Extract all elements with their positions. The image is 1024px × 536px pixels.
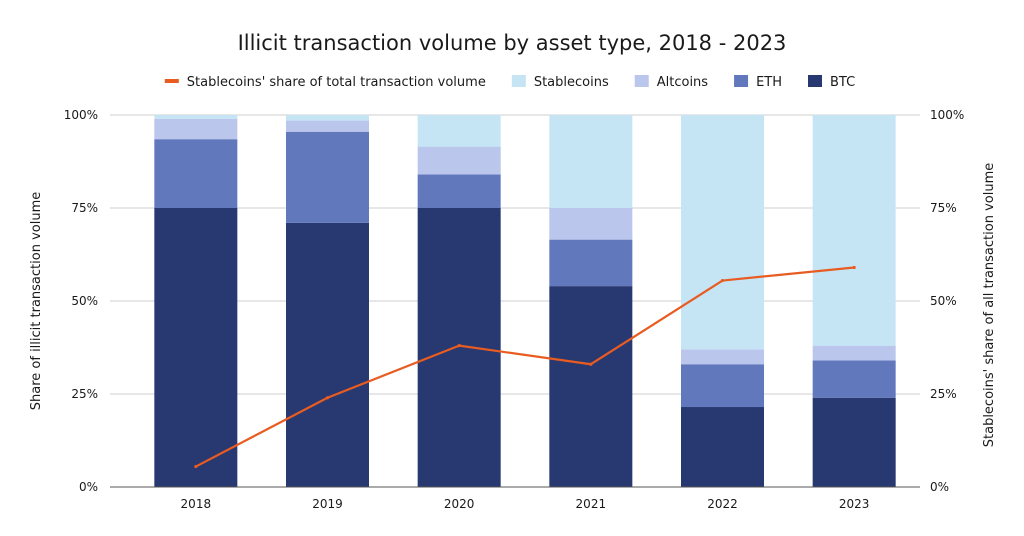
bar-altcoins-2020 <box>417 146 501 175</box>
bar-altcoins-2021 <box>549 208 633 240</box>
y-tick-label-left: 25% <box>71 387 98 401</box>
x-tick-label: 2019 <box>312 497 343 511</box>
bar-btc-2020 <box>417 208 501 487</box>
bar-eth-2018 <box>154 139 238 208</box>
x-tick-label: 2022 <box>707 497 738 511</box>
y-tick-label-left: 50% <box>71 294 98 308</box>
legend-swatch-btc <box>808 75 823 87</box>
legend-swatch-eth <box>734 75 749 87</box>
bar-stablecoins-2022 <box>681 115 764 350</box>
bar-btc-2019 <box>286 222 369 487</box>
line-point-2023 <box>852 265 856 270</box>
bar-eth-2021 <box>549 239 633 287</box>
legend-label-btc: BTC <box>830 75 855 90</box>
line-point-2020 <box>457 344 461 348</box>
legend-label-altcoins: Altcoins <box>657 75 709 90</box>
bar-btc-2018 <box>154 208 238 487</box>
y-tick-label-left: 0% <box>79 480 98 494</box>
legend-swatch-stablecoins <box>511 75 526 87</box>
x-tick-label: 2018 <box>181 497 212 511</box>
y-tick-label-right: 75% <box>930 201 957 215</box>
y-axis-label-left: Share of illicit transaction volume <box>29 192 44 410</box>
x-tick-label: 2023 <box>839 497 870 511</box>
line-point-2019 <box>325 396 330 400</box>
y-tick-label-left: 100% <box>64 108 98 122</box>
gridlines <box>110 114 920 395</box>
bar-altcoins-2019 <box>286 120 369 132</box>
line-point-2022 <box>720 278 725 283</box>
bar-stablecoins-2020 <box>417 115 501 147</box>
legend: Stablecoins' share of total transaction … <box>164 75 855 90</box>
legend-swatch-stablecoins-share-of-total-transaction-volume <box>164 79 179 83</box>
y-tick-label-right: 25% <box>930 387 957 401</box>
legend-label-eth: ETH <box>756 75 782 90</box>
legend-label-stablecoins: Stablecoins <box>534 75 609 90</box>
y-tick-label-right: 50% <box>930 294 957 308</box>
legend-swatch-altcoins <box>634 75 649 87</box>
bars <box>154 115 896 487</box>
chart-title: Illicit transaction volume by asset type… <box>238 31 787 55</box>
stablecoin-share-line-layer <box>194 265 856 469</box>
bar-altcoins-2018 <box>154 118 238 140</box>
x-tick-label: 2021 <box>576 497 607 511</box>
legend-label-stablecoins-share-of-total-transaction-volume: Stablecoins' share of total transaction … <box>187 75 486 90</box>
bar-btc-2022 <box>681 407 764 487</box>
line-point-2021 <box>589 362 593 366</box>
y-axis-label-right: Stablecoins' share of all transaction vo… <box>982 163 997 448</box>
y-axis-left: 0% 25% 50% 75% 100% <box>64 108 98 494</box>
x-axis: 2018 2019 2020 2021 2022 2023 <box>110 486 920 511</box>
x-tick-label: 2020 <box>444 497 475 511</box>
bar-eth-2019 <box>286 131 369 223</box>
y-tick-label-right: 100% <box>930 108 964 122</box>
line-point-2018 <box>194 464 198 469</box>
bar-stablecoins-2023 <box>812 115 896 346</box>
bar-altcoins-2023 <box>812 345 896 361</box>
bar-eth-2023 <box>812 360 896 398</box>
bar-altcoins-2022 <box>681 349 764 365</box>
bar-eth-2022 <box>681 364 764 408</box>
y-tick-label-left: 75% <box>71 201 98 215</box>
y-tick-label-right: 0% <box>930 480 949 494</box>
bar-eth-2020 <box>417 174 501 208</box>
bar-btc-2023 <box>812 397 896 487</box>
bar-stablecoins-2021 <box>549 115 633 208</box>
stablecoin-share-line <box>195 266 855 468</box>
bar-stablecoins-2018 <box>154 115 238 119</box>
bar-btc-2021 <box>549 286 633 487</box>
y-axis-right: 0% 25% 50% 75% 100% <box>930 108 964 494</box>
bar-stablecoins-2019 <box>286 115 369 121</box>
